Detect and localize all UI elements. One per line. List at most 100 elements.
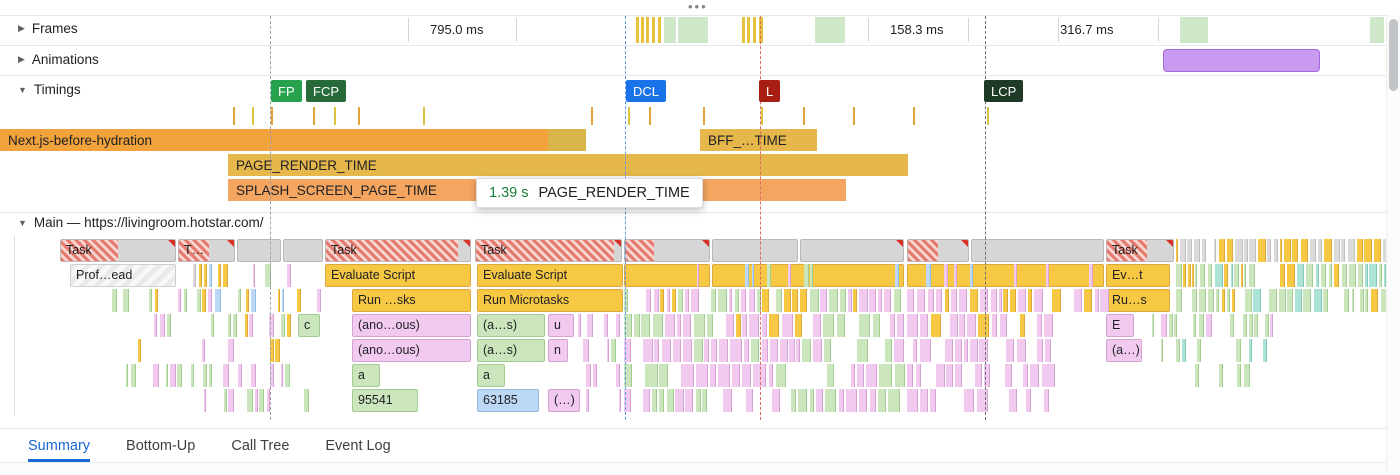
flame-bar-fragment[interactable] [659, 389, 665, 412]
flame-bar-fragment[interactable] [925, 264, 931, 287]
flame-bar-fragment[interactable] [1384, 264, 1387, 287]
flame-bar-fragment[interactable] [1041, 364, 1056, 387]
flame-bar-fragment[interactable] [839, 289, 846, 312]
flame-bar-fragment[interactable] [587, 314, 594, 337]
flame-bar-fragment[interactable] [1029, 364, 1040, 387]
flame-bar-fragment[interactable] [813, 339, 822, 362]
flame-bar[interactable]: Task [1106, 239, 1174, 262]
flame-bar-fragment[interactable] [1365, 289, 1369, 312]
tab-event-log[interactable]: Event Log [325, 437, 391, 454]
flame-bar-fragment[interactable] [859, 314, 871, 337]
flame-bar-fragment[interactable] [916, 364, 922, 387]
flame-bar-fragment[interactable] [950, 314, 958, 337]
flame-bar-fragment[interactable] [753, 364, 767, 387]
flame-bar-fragment[interactable] [1292, 239, 1298, 262]
flame-bar-fragment[interactable] [732, 364, 740, 387]
flame-bar-fragment[interactable] [792, 289, 798, 312]
flame-bar-fragment[interactable] [783, 289, 791, 312]
flame-bar-fragment[interactable] [890, 314, 895, 337]
flame-bar-fragment[interactable] [1297, 264, 1304, 287]
flame-bar-fragment[interactable] [1018, 289, 1026, 312]
flame-bar-fragment[interactable] [616, 314, 620, 337]
expand-arrow-icon[interactable]: ▶ [18, 54, 25, 64]
flame-bar-fragment[interactable] [643, 389, 650, 412]
flame-bar[interactable]: Evaluate Script [477, 264, 623, 287]
flame-bar-fragment[interactable] [673, 339, 682, 362]
flame-bar-fragment[interactable] [604, 314, 608, 337]
flame-bar-fragment[interactable] [1221, 289, 1225, 312]
flame-bar-fragment[interactable] [178, 289, 182, 312]
flame-bar-fragment[interactable] [800, 289, 808, 312]
flame-bar-fragment[interactable] [967, 314, 977, 337]
tab-summary[interactable]: Summary [28, 429, 91, 462]
flame-bar-fragment[interactable] [153, 364, 159, 387]
flame-bar-fragment[interactable] [1100, 289, 1109, 312]
flame-bar-fragment[interactable] [877, 389, 886, 412]
flame-bar-fragment[interactable] [930, 389, 937, 412]
flame-bar-fragment[interactable] [1232, 289, 1236, 312]
flame-bar-fragment[interactable] [1279, 289, 1286, 312]
flame-bar-fragment[interactable] [1321, 264, 1327, 287]
flame-bar-fragment[interactable] [959, 314, 966, 337]
flame-bar-fragment[interactable] [936, 364, 946, 387]
flame-bar-fragment[interactable] [297, 289, 301, 312]
flame-bar[interactable] [800, 239, 904, 262]
flame-bar-fragment[interactable] [745, 389, 753, 412]
flame-bar-fragment[interactable] [1044, 314, 1053, 337]
flame-bar-fragment[interactable] [1003, 289, 1008, 312]
flame-bar-fragment[interactable] [788, 264, 792, 287]
flame-bar[interactable] [624, 239, 710, 262]
flame-bar-fragment[interactable] [1315, 264, 1319, 287]
flame-bar-fragment[interactable] [203, 364, 207, 387]
flame-bar-fragment[interactable] [776, 289, 782, 312]
flame-bar-fragment[interactable] [823, 339, 832, 362]
frame-strip[interactable] [664, 17, 676, 43]
flame-bar-fragment[interactable] [268, 314, 274, 337]
flame-bar-fragment[interactable] [1322, 289, 1328, 312]
flame-bar-fragment[interactable] [1000, 314, 1008, 337]
frames-track-label[interactable]: ▶ Frames [18, 21, 78, 36]
flame-bar-fragment[interactable] [728, 289, 732, 312]
flame-bar-fragment[interactable] [1274, 239, 1279, 262]
flame-bar-fragment[interactable] [1199, 314, 1205, 337]
flame-bar-fragment[interactable] [280, 364, 284, 387]
flame-bar-fragment[interactable] [1074, 289, 1082, 312]
flame-bar-fragment[interactable] [270, 364, 275, 387]
flame-bar-fragment[interactable] [1240, 264, 1243, 287]
collapse-arrow-icon[interactable]: ▼ [18, 84, 27, 95]
flame-bar-fragment[interactable] [112, 289, 117, 312]
timing-badge-fcp[interactable]: FCP [306, 80, 346, 102]
flame-bar-fragment[interactable] [943, 264, 949, 287]
flame-bar-fragment[interactable] [990, 289, 997, 312]
flame-bar-fragment[interactable] [742, 314, 748, 337]
flame-bar-fragment[interactable] [781, 314, 793, 337]
tab-bottom-up[interactable]: Bottom-Up [126, 437, 196, 454]
flame-bar-fragment[interactable] [819, 289, 828, 312]
flame-bar-fragment[interactable] [1088, 264, 1093, 287]
flame-bar[interactable]: T… [178, 239, 235, 262]
flame-bar-fragment[interactable] [812, 314, 822, 337]
flame-bar-fragment[interactable] [761, 339, 769, 362]
flame-bar-fragment[interactable] [167, 314, 172, 337]
flame-bar-fragment[interactable] [1368, 264, 1377, 287]
flame-bar-fragment[interactable] [1218, 239, 1226, 262]
flame-bar-fragment[interactable] [1084, 289, 1092, 312]
flame-bar-fragment[interactable] [695, 389, 701, 412]
flame-bar-fragment[interactable] [970, 264, 974, 287]
flame-bar-fragment[interactable] [1357, 239, 1363, 262]
flame-bar-fragment[interactable] [878, 364, 893, 387]
flame-bar-fragment[interactable] [751, 339, 760, 362]
flame-bar-fragment[interactable] [809, 264, 813, 287]
flame-bar[interactable]: a [352, 364, 380, 387]
flame-bar-fragment[interactable] [653, 289, 660, 312]
flame-bar-fragment[interactable] [693, 339, 703, 362]
flame-bar-fragment[interactable] [878, 289, 882, 312]
flame-bar-fragment[interactable] [696, 264, 700, 287]
flame-bar-fragment[interactable] [826, 364, 834, 387]
flame-bar-fragment[interactable] [303, 389, 309, 412]
flame-bar-fragment[interactable] [284, 364, 291, 387]
overflow-grip-icon[interactable]: ••• [688, 0, 708, 14]
flame-bar-fragment[interactable] [125, 364, 129, 387]
flame-bar-fragment[interactable] [748, 314, 760, 337]
flame-bar-fragment[interactable] [1236, 339, 1242, 362]
